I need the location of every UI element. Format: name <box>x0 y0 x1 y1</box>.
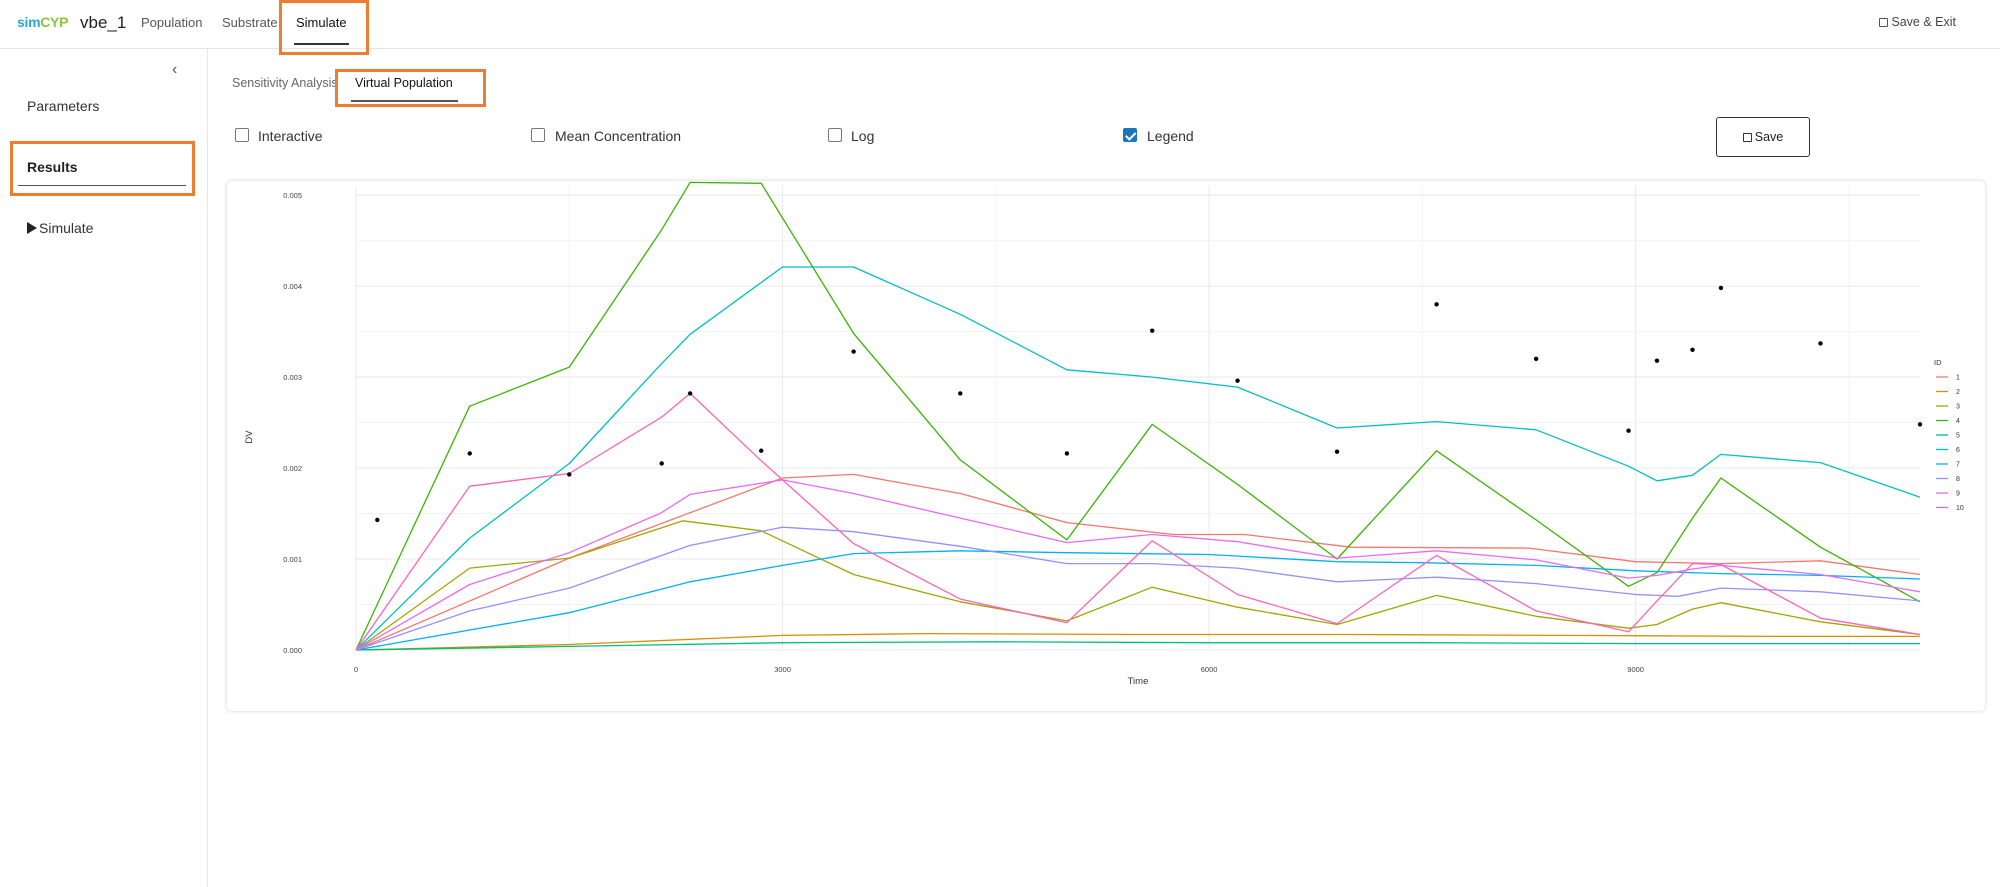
play-icon <box>27 222 37 234</box>
series-line-1 <box>355 473 1921 651</box>
observed-point <box>1064 451 1070 456</box>
observed-point <box>1533 356 1539 362</box>
y-tick-label: 0.003 <box>283 373 302 382</box>
y-tick-label: 0.005 <box>283 191 302 200</box>
save-button[interactable]: Save <box>1716 117 1810 157</box>
observed-point <box>687 391 693 396</box>
sidebar-item-simulate-label: Simulate <box>39 220 94 236</box>
save-button-label: Save <box>1754 130 1784 144</box>
series-line-2 <box>355 632 1920 651</box>
save-exit-button[interactable]: Save & Exit <box>1879 15 1956 29</box>
observed-point <box>1434 302 1439 307</box>
chart-card: 0 3000 6000 9000 0.000 0.001 0.002 0.003 0.004 0.… <box>227 181 1985 711</box>
x-tick-label: 0 <box>354 665 358 674</box>
series-line-6 <box>355 266 1921 651</box>
observed-point <box>958 391 963 396</box>
sidebar-item-parameters[interactable]: Parameters <box>27 98 100 114</box>
observed-point <box>1917 422 1923 427</box>
observed-point <box>567 472 572 477</box>
legend-label: 9 <box>1956 491 1960 498</box>
chevron-left-icon[interactable]: ‹ <box>172 61 178 78</box>
observed-point <box>1718 285 1724 291</box>
legend-label: 6 <box>1956 447 1960 454</box>
series-line-3 <box>355 520 1921 651</box>
observed-point <box>1626 428 1631 433</box>
floppy-disk-icon <box>1742 132 1752 142</box>
observed-point <box>851 349 856 354</box>
tab-active-underline <box>294 43 349 45</box>
y-axis-label: DV <box>244 430 255 444</box>
simcyp-logo: simCYP <box>17 14 69 30</box>
series-line-10 <box>355 392 1921 651</box>
legend-label: 7 <box>1956 462 1960 469</box>
observed-point <box>659 461 664 466</box>
legend-label: 4 <box>1956 418 1960 425</box>
legend-label: 8 <box>1956 476 1960 483</box>
legend-label: 10 <box>1956 505 1964 512</box>
chart-grid <box>355 186 1920 651</box>
sidebar-item-results[interactable]: Results <box>27 159 78 175</box>
save-exit-label: Save & Exit <box>1891 15 1956 29</box>
observed-point <box>467 451 472 456</box>
x-tick-label: 3000 <box>774 665 791 674</box>
chart-axes: 0 3000 6000 9000 0.000 0.001 0.002 0.003 0.004 0.… <box>244 191 1644 687</box>
series-line-4 <box>355 181 1921 651</box>
floppy-disk-icon <box>1879 18 1889 27</box>
series-line-9 <box>355 479 1921 651</box>
series-line-5 <box>355 641 1920 651</box>
observed-point <box>1654 358 1660 363</box>
sidebar-active-underline <box>18 185 186 186</box>
chart-observed-points <box>375 285 1923 523</box>
observed-point <box>1818 341 1823 346</box>
y-tick-label: 0.002 <box>283 464 302 473</box>
app-title: vbe_1 <box>80 13 127 32</box>
subtab-virtual-population[interactable]: Virtual Population <box>355 76 453 90</box>
series-line-8 <box>355 526 1921 651</box>
y-tick-label: 0.000 <box>283 646 302 655</box>
concentration-time-chart: 0 3000 6000 9000 0.000 0.001 0.002 0.003 0.004 0.… <box>244 181 1964 687</box>
chart-series-lines <box>355 181 1921 651</box>
observed-point <box>1235 378 1240 383</box>
tab-simulate[interactable]: Simulate <box>294 15 349 45</box>
y-tick-label: 0.004 <box>283 282 302 291</box>
x-tick-label: 9000 <box>1627 665 1644 674</box>
sidebar-item-simulate[interactable]: Simulate <box>27 220 93 236</box>
top-bar: simCYP vbe_1 Population Substrate Simula… <box>0 0 2000 49</box>
observed-point <box>1690 347 1695 352</box>
tab-simulate-label: Simulate <box>296 15 347 30</box>
interactive-label: Interactive <box>258 128 323 144</box>
subtab-active-underline <box>351 100 458 102</box>
observed-point <box>1334 449 1340 454</box>
observed-point <box>1150 328 1155 333</box>
chart-legend: ID 1 2 3 4 5 6 7 8 9 10 <box>1934 358 1964 512</box>
tab-population[interactable]: Population <box>141 15 203 30</box>
legend-title: ID <box>1934 358 1942 367</box>
legend-label: 1 <box>1956 375 1960 382</box>
log-label: Log <box>851 128 875 144</box>
tab-substrate[interactable]: Substrate <box>222 15 278 30</box>
x-tick-label: 6000 <box>1201 665 1218 674</box>
mean-concentration-checkbox[interactable] <box>531 128 545 142</box>
sidebar: ‹ <box>0 49 208 887</box>
observed-point <box>375 517 380 523</box>
legend-label: 3 <box>1956 404 1960 411</box>
legend-checkbox[interactable] <box>1123 128 1137 142</box>
interactive-checkbox[interactable] <box>235 128 249 142</box>
observed-point <box>759 448 764 453</box>
legend-label: 2 <box>1956 389 1960 396</box>
subtab-sensitivity-analysis[interactable]: Sensitivity Analysis <box>232 76 338 90</box>
log-checkbox[interactable] <box>828 128 842 142</box>
y-tick-label: 0.001 <box>283 555 302 564</box>
mean-concentration-label: Mean Concentration <box>555 128 682 144</box>
legend-label: 5 <box>1956 433 1960 440</box>
legend-label: Legend <box>1147 128 1194 144</box>
x-axis-label: Time <box>1128 676 1149 687</box>
